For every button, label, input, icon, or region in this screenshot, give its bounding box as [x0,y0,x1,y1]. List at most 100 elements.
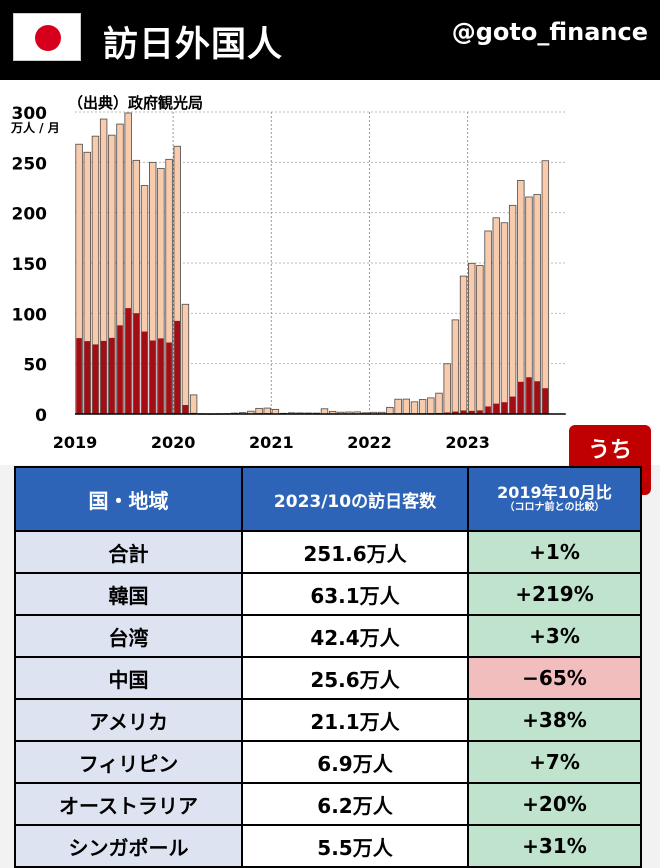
bar-china [526,377,532,414]
visitors-cell: 5.5万人 [242,825,468,867]
country-cell: オーストラリア [15,783,242,825]
source-label: （出典）政府観光局 [68,94,203,112]
visitors-cell: 21.1万人 [242,699,468,741]
bar-china [125,308,131,414]
bar-china [502,402,508,414]
bar-total [190,395,197,414]
bar-total [468,263,475,414]
change-cell: −65% [468,657,641,699]
japan-flag-icon [13,13,81,61]
header-change-note: （コロナ前との比較） [469,502,640,514]
country-cell: 合計 [15,531,242,573]
unit-label: 万人 / 月 [10,120,60,135]
bar-china [543,388,549,414]
bar-total [444,364,451,414]
bar-total [534,195,541,414]
bar-china [150,341,156,414]
change-cell: +7% [468,741,641,783]
bar-china [166,343,172,414]
header-change-label: 2019年10月比 [497,483,612,502]
header-change: 2019年10月比 （コロナ前との比較） [468,467,641,531]
bar-china [142,332,148,414]
change-cell: +38% [468,699,641,741]
bar-total [182,304,189,414]
bar-china [534,381,540,414]
bar-total [387,407,394,414]
change-cell: +3% [468,615,641,657]
bar-china [493,404,499,414]
change-cell: +1% [468,531,641,573]
bar-total [485,231,492,414]
y-tick-label: 150 [12,255,48,275]
bar-china [109,338,115,414]
bar-china [485,406,491,414]
bar-total [542,161,549,414]
bar-total [501,223,508,414]
callout-line-1: うち [569,432,651,464]
bar-china [174,321,180,414]
table-header-row: 国・地域 2023/10の訪日客数 2019年10月比 （コロナ前との比較） [15,467,641,531]
account-handle: @goto_finance [452,18,648,46]
x-tick-label: 2019 [53,433,98,452]
x-tick-label: 2020 [151,433,196,452]
visitors-cell: 6.2万人 [242,783,468,825]
bar-china [93,344,99,414]
bar-total [411,402,418,414]
change-cell: +219% [468,573,641,615]
bar-total [321,409,328,414]
header-country: 国・地域 [15,467,242,531]
x-tick-label: 2021 [249,433,294,452]
bar-china [134,313,140,414]
visitors-cell: 42.4万人 [242,615,468,657]
bar-total [419,400,426,414]
bar-china [183,405,189,414]
bar-total [452,320,459,414]
visitors-cell: 25.6万人 [242,657,468,699]
y-tick-label: 200 [12,205,48,225]
header-bar: 訪日外国人 @goto_finance [0,0,660,80]
visitors-cell: 6.9万人 [242,741,468,783]
country-cell: フィリピン [15,741,242,783]
visitors-cell: 63.1万人 [242,573,468,615]
bar-total [403,399,410,414]
bar-total [460,276,467,414]
bar-total [518,180,525,414]
bar-china [76,338,82,414]
y-tick-label: 0 [35,406,47,426]
bar-total [256,408,263,414]
visitors-cell: 251.6万人 [242,531,468,573]
y-tick-label: 50 [23,356,47,376]
change-cell: +20% [468,783,641,825]
y-tick-label: 100 [12,305,48,325]
header-visitors: 2023/10の訪日客数 [242,467,468,531]
bar-total [477,266,484,414]
page-title: 訪日外国人 [103,16,283,67]
bar-china [158,338,164,414]
bar-total [428,398,435,414]
bar-total [395,399,402,414]
country-cell: 韓国 [15,573,242,615]
bar-total [509,205,516,414]
flag-disc [35,25,61,51]
bar-total [264,408,271,414]
bar-total [436,393,443,414]
x-tick-label: 2022 [347,433,392,452]
bar-china [117,325,123,414]
bar-china [518,382,524,414]
bar-china [84,341,90,414]
x-tick-label: 2023 [445,433,490,452]
bar-china [101,341,107,414]
visitor-table: 国・地域 2023/10の訪日客数 2019年10月比 （コロナ前との比較） 合… [14,466,642,868]
bar-china [510,397,516,414]
